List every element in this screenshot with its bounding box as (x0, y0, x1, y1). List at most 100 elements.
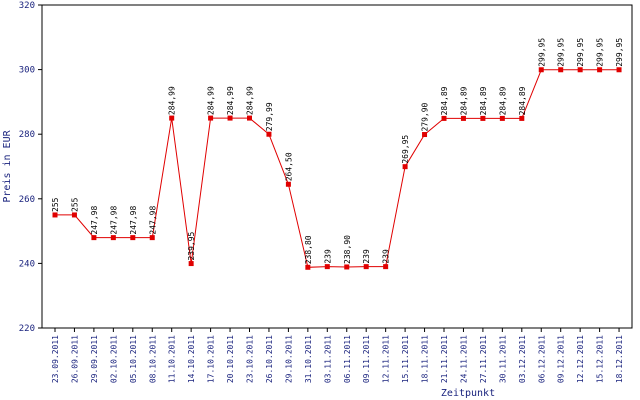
data-label: 284,89 (518, 86, 527, 115)
x-tick-label: 23.09.2011 (51, 335, 60, 383)
x-tick-label: 15.12.2011 (596, 335, 605, 383)
x-tick-label: 12.12.2011 (576, 335, 585, 383)
data-point (324, 264, 330, 270)
data-label: 299,95 (615, 38, 624, 67)
x-tick-label: 24.11.2011 (459, 335, 468, 383)
data-point (227, 115, 233, 121)
plot-area-frame (41, 4, 633, 329)
data-labels: 255 255 247,98 247,98 247,98 247,98 284,99 239,… (51, 38, 624, 265)
price-series (55, 69, 619, 268)
data-label: 284,89 (498, 86, 507, 115)
data-label: 247,98 (90, 206, 99, 235)
data-label: 239 (382, 249, 391, 264)
data-point (266, 131, 272, 137)
x-tick-label: 14.10.2011 (187, 335, 196, 383)
data-point (91, 235, 97, 241)
x-tick-label: 03.11.2011 (323, 335, 332, 383)
x-tick-label: 18.12.2011 (615, 335, 624, 383)
data-point (169, 115, 175, 121)
x-tick-label: 09.11.2011 (362, 335, 371, 383)
x-axis-ticks: 23.09.2011 26.09.2011 29.09.2011 02.10.2011… (51, 328, 624, 383)
x-tick-label: 03.12.2011 (518, 335, 527, 383)
data-label: 239,95 (187, 231, 196, 260)
x-tick-label: 30.11.2011 (498, 335, 507, 383)
x-tick-label: 09.12.2011 (557, 335, 566, 383)
data-label: 284,99 (246, 86, 255, 115)
y-tick-label: 280 (19, 130, 35, 140)
data-point (402, 164, 408, 170)
x-tick-label: 29.09.2011 (90, 335, 99, 383)
x-tick-label: 31.10.2011 (304, 335, 313, 383)
data-label: 279,90 (421, 102, 430, 131)
data-point (208, 115, 214, 121)
y-axis-title: Preis in EUR (2, 129, 13, 202)
x-tick-label: 05.10.2011 (129, 335, 138, 383)
y-tick-label: 220 (19, 324, 35, 334)
data-label: 299,95 (557, 38, 566, 67)
data-point (344, 264, 350, 270)
data-point (519, 115, 525, 121)
data-label: 255 (51, 197, 60, 212)
data-point (130, 235, 136, 241)
data-label: 247,98 (129, 206, 138, 235)
y-tick-label: 320 (19, 1, 35, 11)
data-label: 284,89 (479, 86, 488, 115)
data-point (149, 235, 155, 241)
data-point (441, 115, 447, 121)
data-label: 238,90 (343, 235, 352, 264)
x-tick-label: 11.10.2011 (168, 335, 177, 383)
data-label: 284,99 (207, 86, 216, 115)
data-label: 279,99 (265, 102, 274, 131)
data-point (480, 115, 486, 121)
data-label: 239 (362, 249, 371, 264)
data-point (383, 264, 389, 270)
data-point (422, 132, 428, 138)
data-point (110, 235, 116, 241)
data-point (305, 264, 311, 270)
data-label: 238,80 (304, 235, 313, 264)
data-label: 255 (70, 197, 79, 212)
data-label: 284,99 (168, 86, 177, 115)
data-point (616, 67, 622, 73)
x-tick-label: 18.11.2011 (421, 335, 430, 383)
data-point (71, 212, 77, 218)
y-axis-ticks: 220 240 260 280 300 320 (19, 1, 42, 334)
data-label: 284,89 (459, 86, 468, 115)
data-point (538, 67, 544, 73)
x-tick-label: 08.10.2011 (148, 335, 157, 383)
data-label: 264,50 (284, 152, 293, 181)
x-axis-title: Zeitpunkt (441, 388, 495, 399)
x-tick-label: 26.09.2011 (70, 335, 79, 383)
data-label: 247,98 (148, 206, 157, 235)
data-label: 299,95 (596, 38, 605, 67)
x-tick-label: 12.11.2011 (382, 335, 391, 383)
data-point (247, 115, 252, 121)
x-tick-label: 21.11.2011 (440, 335, 449, 383)
data-label: 299,95 (537, 38, 546, 67)
data-label: 299,95 (576, 38, 585, 67)
x-tick-label: 26.10.2011 (265, 335, 274, 383)
data-point (188, 261, 194, 267)
data-point (285, 181, 291, 187)
x-tick-label: 20.10.2011 (226, 335, 235, 383)
data-point (460, 115, 466, 121)
x-tick-label: 02.10.2011 (109, 335, 118, 383)
x-tick-label: 06.11.2011 (343, 335, 352, 383)
data-label: 284,89 (440, 86, 449, 115)
price-markers (52, 67, 622, 270)
data-label: 284,99 (226, 86, 235, 115)
data-point (577, 67, 583, 73)
x-tick-label: 29.10.2011 (284, 335, 293, 383)
y-tick-label: 240 (19, 259, 35, 269)
y-tick-label: 300 (19, 66, 35, 76)
x-tick-label: 23.10.2011 (246, 335, 255, 383)
x-tick-label: 17.10.2011 (207, 335, 216, 383)
x-tick-label: 06.12.2011 (537, 335, 546, 383)
data-point (52, 212, 58, 218)
data-point (499, 115, 505, 121)
data-label: 239 (323, 249, 332, 264)
data-label: 247,98 (109, 206, 118, 235)
data-point (558, 67, 564, 73)
data-label: 269,95 (401, 135, 410, 164)
